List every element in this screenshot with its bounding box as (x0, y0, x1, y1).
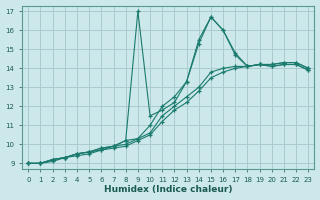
X-axis label: Humidex (Indice chaleur): Humidex (Indice chaleur) (104, 185, 233, 194)
